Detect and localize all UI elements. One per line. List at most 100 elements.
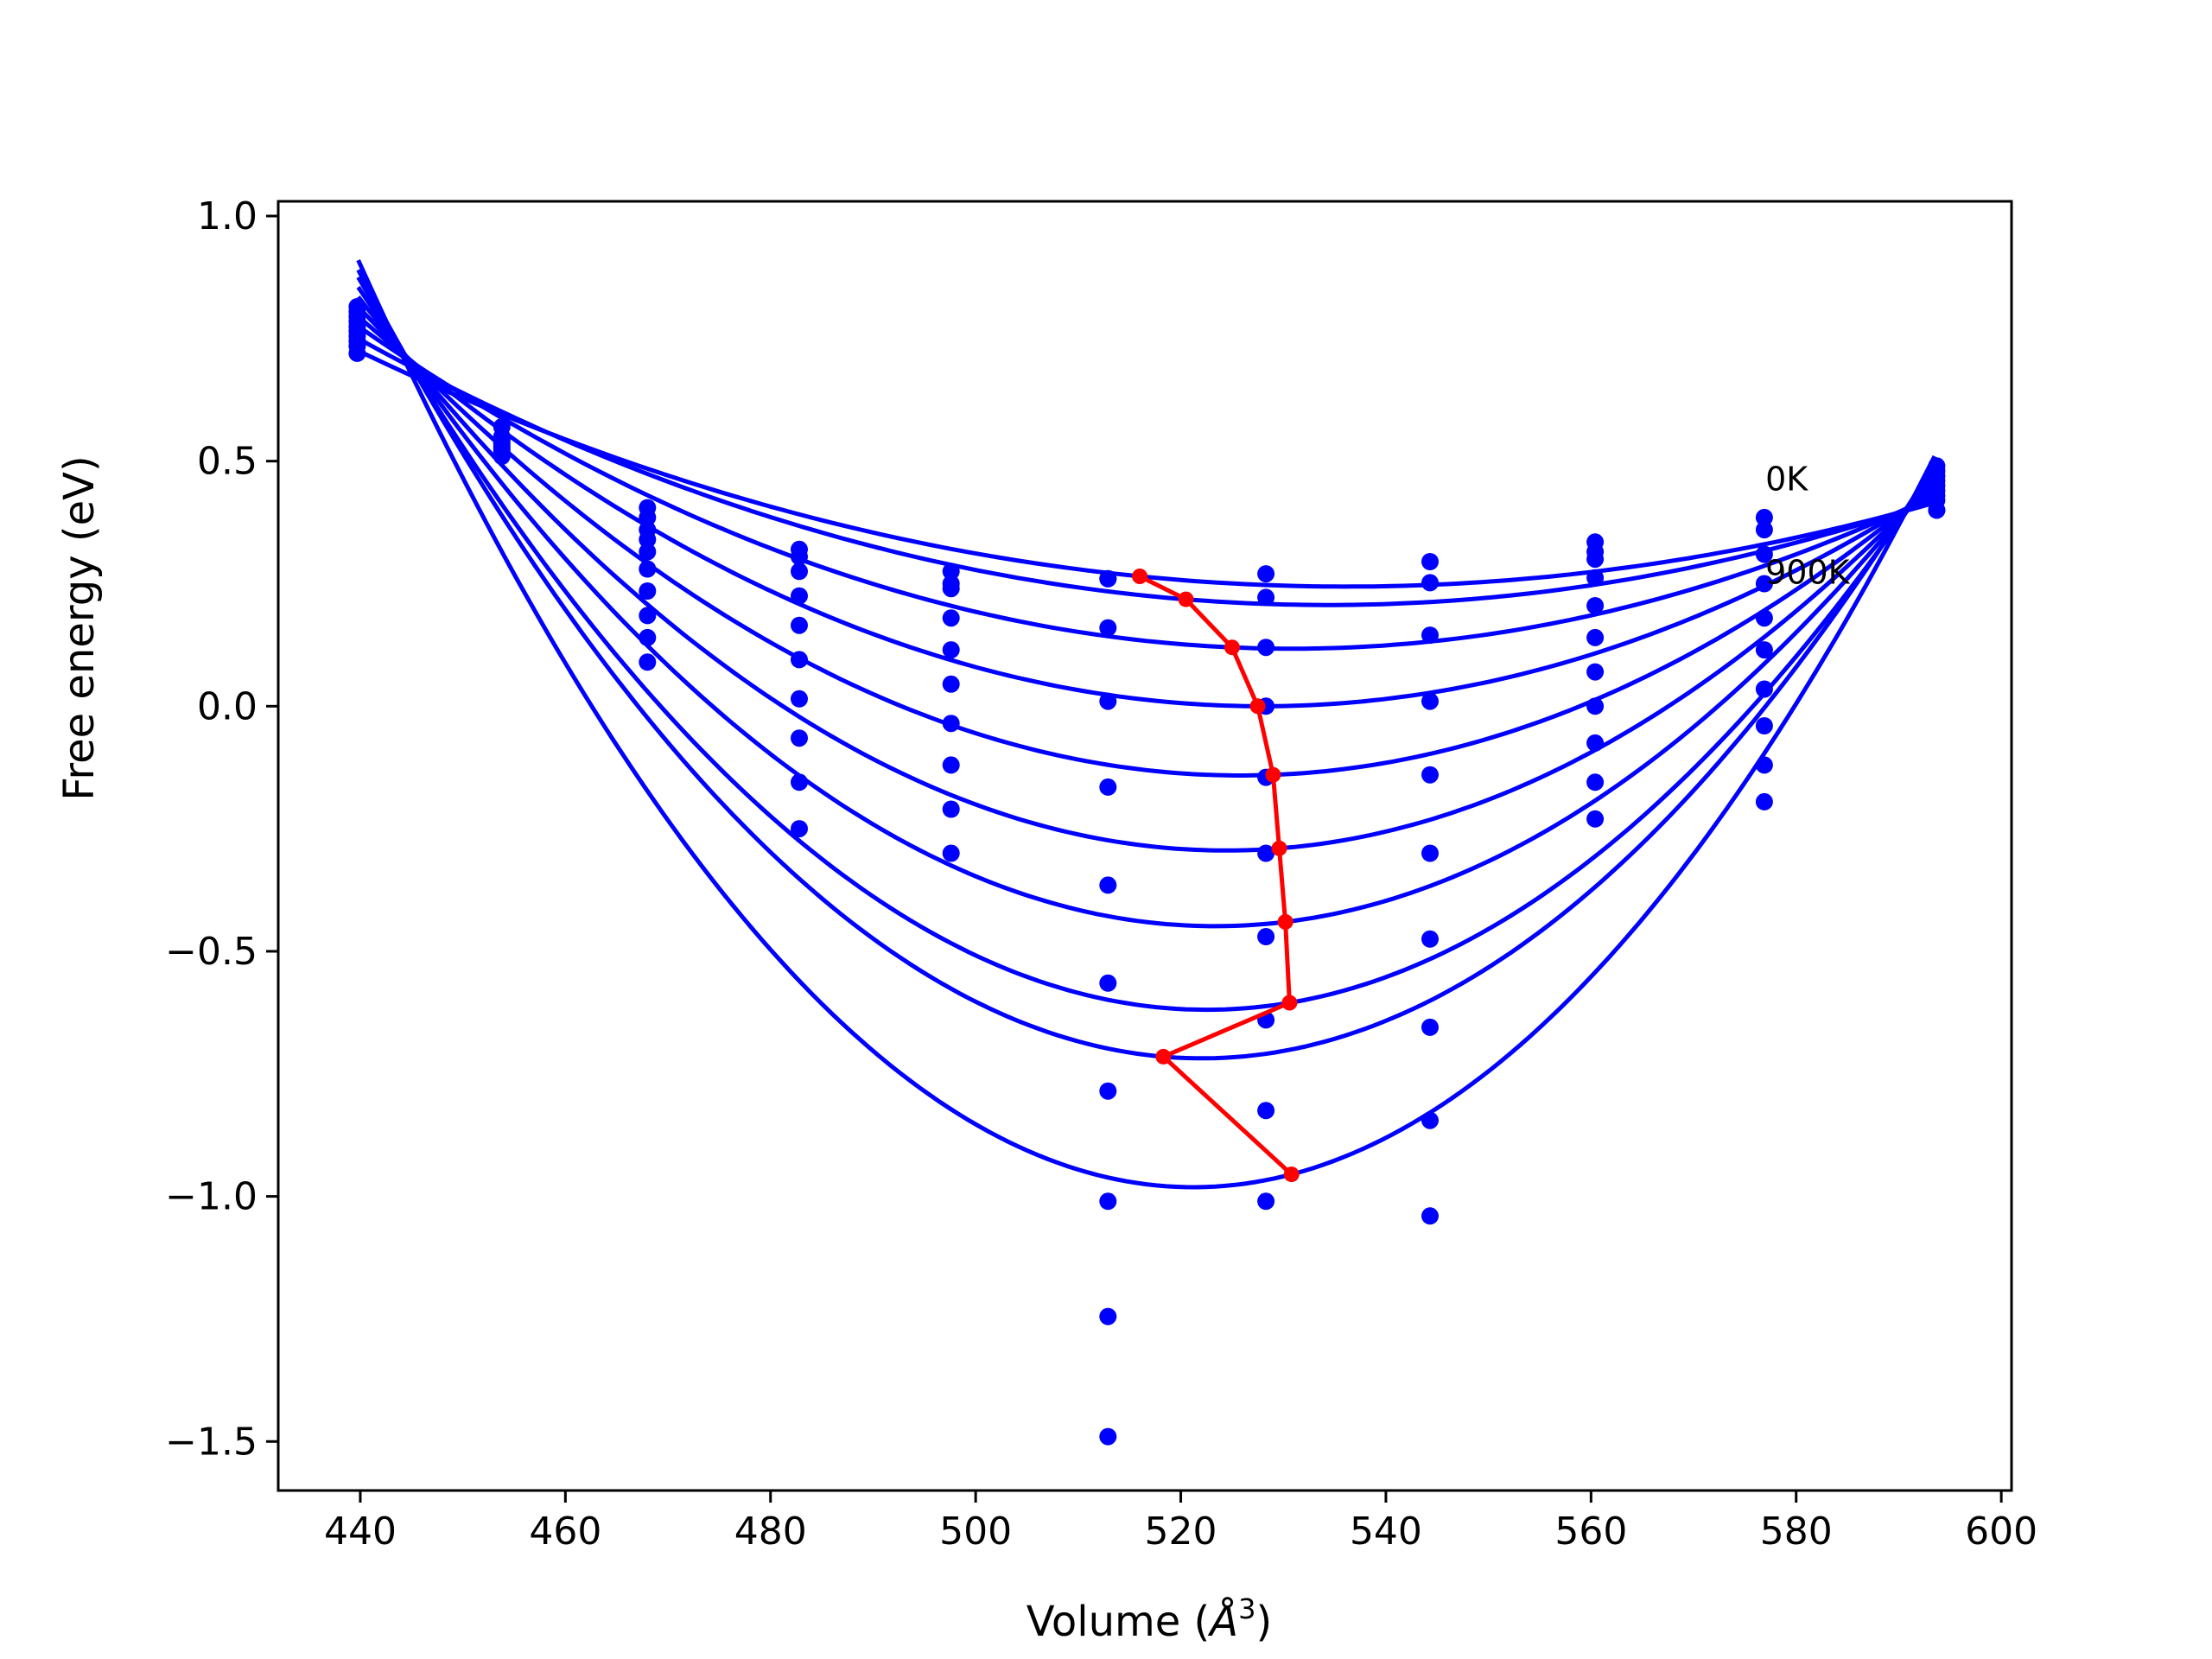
x-axis-title-text: Volume (: [1027, 1598, 1211, 1646]
data-point-c8-v5: [1099, 1192, 1117, 1211]
fit-curve-6: [356, 285, 1936, 929]
x-tick-label-3: 500: [939, 1510, 1012, 1554]
data-point-c7-v8: [1586, 697, 1605, 715]
minimum-point-5: [1271, 840, 1287, 856]
minimum-point-6: [1277, 913, 1294, 930]
data-point-c2-v8: [1586, 550, 1605, 569]
data-point-c1-v9: [1755, 521, 1773, 539]
fit-curve-5: [356, 296, 1936, 853]
data-point-c8-v6: [1257, 1102, 1275, 1120]
data-point-c4-v2: [639, 543, 657, 561]
y-tick-label-1: 0.5: [197, 440, 257, 484]
data-point-c9-v3: [791, 820, 808, 838]
data-point-c9-v1: [493, 448, 511, 465]
y-tick-label-4: −1.0: [165, 1175, 257, 1219]
data-point-c9-v9: [1755, 792, 1773, 810]
fit-curve-9: [356, 259, 1937, 1190]
y-tick-label-2: 0.0: [197, 684, 257, 728]
data-point-c0-v4: [942, 563, 960, 581]
data-point-c7-v4: [942, 756, 960, 774]
fit-curve-3: [356, 315, 1936, 709]
data-point-c6-v4: [942, 715, 960, 733]
data-point-c1-v5: [1099, 569, 1117, 588]
minimum-point-8: [1155, 1048, 1172, 1065]
data-point-c0-v6: [1257, 565, 1275, 583]
data-point-c9-v8: [1586, 773, 1605, 791]
data-point-c9-v7: [1421, 1207, 1439, 1225]
data-point-c5-v6: [1257, 844, 1275, 862]
x-axis-title: Volume (Å3): [1027, 1592, 1272, 1646]
fit-curve-1: [357, 336, 1936, 607]
data-point-c2-v5: [1099, 619, 1117, 637]
x-tick-label-0: 440: [324, 1510, 397, 1554]
data-point-c6-v5: [1099, 974, 1117, 992]
data-point-c9-v10: [1928, 457, 1946, 475]
plot-frame: [276, 200, 2013, 1492]
fit-curve-2: [357, 324, 1936, 652]
y-tick-label-5: −1.5: [165, 1420, 257, 1464]
annotation-label-0: 0K: [1765, 461, 1808, 499]
data-point-c4-v9: [1755, 609, 1773, 627]
data-point-c3-v3: [791, 587, 808, 605]
annotation-label-1: 900K: [1765, 554, 1851, 592]
data-point-c8-v3: [791, 773, 808, 791]
x-tick-label-2: 480: [734, 1510, 807, 1554]
y-tick-label-3: −0.5: [165, 930, 257, 974]
x-tick-label-8: 600: [1965, 1510, 2037, 1554]
data-point-c2-v3: [791, 563, 808, 581]
data-point-c4-v4: [942, 641, 960, 659]
data-point-c3-v2: [639, 531, 657, 549]
data-point-c6-v2: [639, 582, 657, 600]
data-point-c8-v7: [1421, 1111, 1439, 1129]
minimum-point-7: [1281, 995, 1298, 1011]
fit-curve-8: [356, 269, 1937, 1061]
minimum-path-line: [1138, 574, 1294, 1176]
data-point-c6-v3: [791, 690, 808, 708]
data-point-c8-v9: [1755, 756, 1773, 774]
data-point-c9-v6: [1257, 1192, 1275, 1211]
data-point-c2-v7: [1421, 626, 1439, 645]
data-point-c10-v8: [1586, 810, 1605, 828]
data-point-c4-v3: [791, 616, 808, 634]
data-point-c3-v7: [1421, 692, 1439, 710]
data-point-c6-v7: [1421, 930, 1439, 948]
fit-curve-4: [356, 305, 1936, 778]
minimum-point-3: [1249, 698, 1266, 715]
minimum-point-2: [1224, 639, 1240, 656]
data-point-c2-v6: [1257, 639, 1275, 657]
data-point-c0-v9: [1755, 508, 1773, 526]
x-tick-label-7: 580: [1760, 1510, 1833, 1554]
minimum-point-1: [1178, 591, 1194, 607]
data-point-c8-v8: [1586, 734, 1605, 752]
y-tick-label-0: 1.0: [197, 194, 257, 238]
data-point-c1-v2: [639, 508, 657, 526]
minimum-point-9: [1283, 1166, 1300, 1183]
minimum-point-4: [1265, 766, 1281, 783]
x-axis-title-close: ): [1255, 1598, 1272, 1646]
data-point-c0-v7: [1421, 553, 1439, 570]
data-point-c4-v5: [1099, 778, 1117, 796]
data-point-c9-v5: [1099, 1307, 1117, 1325]
data-point-c7-v2: [639, 607, 657, 625]
data-point-c6-v9: [1755, 680, 1773, 698]
data-point-c3-v5: [1099, 692, 1117, 710]
data-point-c5-v8: [1586, 628, 1605, 646]
data-point-c8-v4: [942, 800, 960, 818]
data-point-c10-v5: [1099, 1427, 1117, 1446]
data-point-c3-v8: [1586, 569, 1605, 587]
fit-curve-7: [356, 276, 1937, 1013]
data-point-c7-v5: [1099, 1082, 1117, 1100]
x-tick-label-5: 540: [1350, 1510, 1422, 1554]
data-point-c5-v2: [639, 560, 657, 578]
data-point-c1-v7: [1421, 574, 1439, 592]
data-point-c3-v4: [942, 609, 960, 627]
data-point-c8-v2: [639, 628, 657, 646]
data-point-c3-v9: [1755, 575, 1773, 593]
data-point-c5-v3: [791, 651, 808, 669]
x-tick-label-4: 520: [1145, 1510, 1217, 1554]
x-axis-title-exponent: 3: [1238, 1592, 1255, 1625]
data-point-c7-v9: [1755, 717, 1773, 734]
x-axis-title-unit: Å: [1207, 1597, 1238, 1646]
